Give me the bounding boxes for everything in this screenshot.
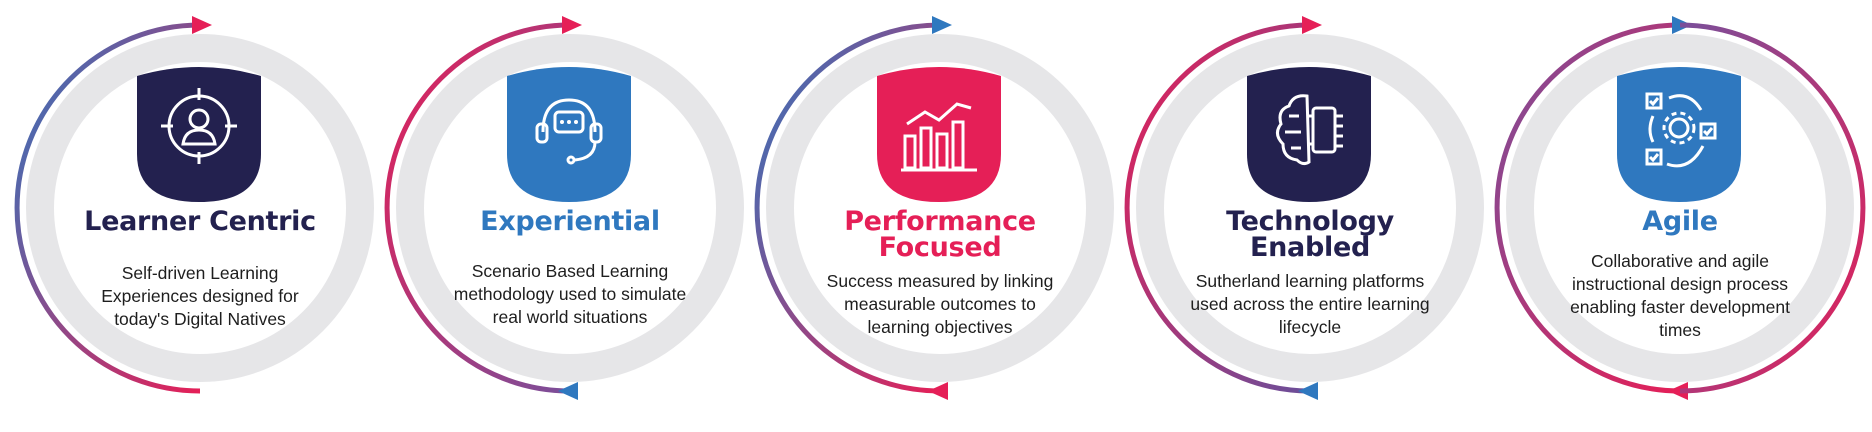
card-description: Self-driven Learning Experiences designe… bbox=[101, 263, 299, 329]
arrowhead-right-icon bbox=[932, 16, 952, 34]
ring-band bbox=[1136, 34, 1484, 382]
ring-band bbox=[396, 34, 744, 382]
card-agile: Agile Collaborative and agile instructio… bbox=[1515, 48, 1845, 378]
arrowhead-right-icon bbox=[192, 16, 212, 34]
ring-band bbox=[1506, 34, 1854, 382]
ring-arc bbox=[384, 22, 571, 394]
card-experiential: Experiential Scenario Based Learning met… bbox=[405, 48, 735, 378]
card-learner-centric: Learner Centric Self-driven Learning Exp… bbox=[35, 48, 365, 378]
card-title: Learner Centric bbox=[84, 206, 316, 237]
ring-arc bbox=[1124, 22, 1311, 394]
ring-arc bbox=[754, 22, 941, 394]
card-performance-focused: Performance Focused Success measured by … bbox=[775, 48, 1105, 378]
arrowhead-left-icon bbox=[928, 382, 948, 400]
arrowhead-left-icon bbox=[1298, 382, 1318, 400]
card-title: Technology bbox=[1226, 206, 1394, 237]
ring-arc bbox=[14, 22, 201, 394]
card-title-line2: Enabled bbox=[1249, 232, 1370, 263]
card-description: Sutherland learning platforms used acros… bbox=[1190, 271, 1430, 337]
ring-band bbox=[766, 34, 1114, 382]
ring-band bbox=[26, 34, 374, 382]
agile-process-icon bbox=[1617, 67, 1741, 202]
headset-chat-icon bbox=[507, 67, 631, 202]
arrowhead-left-icon bbox=[1668, 382, 1688, 400]
card-technology-enabled: Technology Enabled Sutherland learning p… bbox=[1145, 48, 1475, 378]
card-description: Success measured by linking measurable o… bbox=[826, 271, 1054, 337]
ring-arc bbox=[1494, 22, 1681, 394]
card-description: Scenario Based Learning methodology used… bbox=[453, 261, 687, 327]
card-description: Collaborative and agile instructional de… bbox=[1570, 251, 1790, 340]
arrowhead-right-icon bbox=[1302, 16, 1322, 34]
card-title: Experiential bbox=[480, 206, 660, 237]
arrowhead-right-icon bbox=[562, 16, 582, 34]
arrowhead-left-icon bbox=[558, 382, 578, 400]
brain-chip-icon bbox=[1247, 67, 1371, 202]
bar-chart-trend-icon bbox=[877, 67, 1001, 202]
card-title-line2: Focused bbox=[878, 232, 1002, 263]
card-title: Agile bbox=[1642, 206, 1718, 237]
learner-target-icon bbox=[137, 67, 261, 202]
card-title: Performance bbox=[844, 206, 1036, 237]
ring-arc-right bbox=[1679, 22, 1866, 394]
